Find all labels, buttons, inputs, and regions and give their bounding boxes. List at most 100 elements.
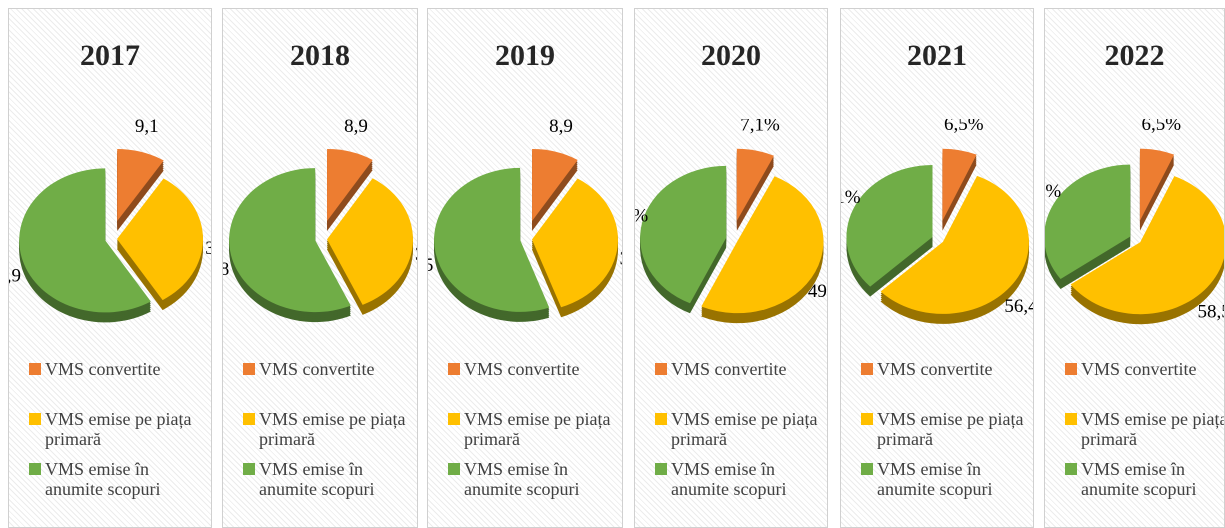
- legend-entry: VMS emise pe piața primară: [861, 409, 1031, 449]
- legend-entry: VMS convertite: [243, 359, 413, 399]
- legend-swatch: [243, 463, 255, 475]
- legend-entry: VMS emise în anumite scopuri: [1065, 459, 1224, 499]
- legend-swatch: [1065, 363, 1077, 375]
- legend: VMS convertite VMS emise pe piața primară…: [29, 359, 199, 509]
- legend-label: VMS convertite: [259, 359, 375, 379]
- legend: VMS convertite VMS emise pe piața primară…: [243, 359, 413, 509]
- data-label: 8,9: [344, 119, 368, 137]
- legend-label: VMS emise în anumite scopuri: [464, 459, 580, 499]
- legend-label: VMS emise în anumite scopuri: [671, 459, 787, 499]
- slice: [736, 148, 774, 221]
- page: {"chart_data": [ {"type": "pie", "title"…: [8, 8, 1225, 528]
- pie-chart: 6,5% 56,4% 37,1%: [841, 119, 1034, 324]
- data-label: 7,1%: [740, 119, 780, 135]
- legend-entry: VMS emise în anumite scopuri: [655, 459, 825, 499]
- data-label: 6,5%: [1141, 119, 1181, 135]
- legend: VMS convertite VMS emise pe piața primară…: [655, 359, 825, 509]
- data-label: 37,1%: [841, 187, 861, 208]
- legend: VMS convertite VMS emise pe piața primară…: [1065, 359, 1225, 509]
- legend-swatch: [1065, 413, 1077, 425]
- slice: [229, 168, 351, 313]
- legend-entry: VMS emise în anumite scopuri: [243, 459, 413, 499]
- legend-label: VMS convertite: [877, 359, 993, 379]
- legend-entry: VMS emise pe piața primară: [243, 409, 413, 449]
- slice: [326, 178, 413, 305]
- legend-swatch: [29, 363, 41, 375]
- slice: [701, 176, 824, 314]
- chart-title: 2022: [1104, 39, 1165, 72]
- legend-label: VMS convertite: [45, 359, 161, 379]
- legend-entry: VMS emise în anumite scopuri: [448, 459, 618, 499]
- slice: [434, 167, 550, 312]
- legend-label: VMS emise în anumite scopuri: [45, 459, 161, 499]
- legend-swatch: [29, 463, 41, 475]
- legend-swatch: [655, 463, 667, 475]
- legend-swatch: [861, 363, 873, 375]
- chart-panel: 2017 9,1 32,0 58,9 VMS convertite VMS emise p…: [8, 8, 212, 528]
- slice: [19, 168, 151, 313]
- legend-swatch: [1065, 463, 1077, 475]
- chart-title: 2018: [290, 39, 350, 72]
- legend-entry: VMS convertite: [655, 359, 825, 399]
- legend-swatch: [448, 363, 460, 375]
- legend-label: VMS emise în anumite scopuri: [877, 459, 993, 499]
- legend-label: VMS convertite: [671, 359, 787, 379]
- data-label: 58,9: [9, 266, 21, 287]
- legend-label: VMS emise pe piața primară: [671, 409, 818, 449]
- legend-swatch: [29, 413, 41, 425]
- slice: [1045, 164, 1131, 280]
- data-label: 58,5%: [1198, 301, 1225, 322]
- legend-entry: VMS convertite: [29, 359, 199, 399]
- legend: VMS convertite VMS emise pe piața primară…: [861, 359, 1031, 509]
- legend-label: VMS emise pe piața primară: [259, 409, 406, 449]
- slice: [640, 165, 727, 304]
- slice: [1070, 176, 1224, 315]
- legend-entry: VMS emise în anumite scopuri: [861, 459, 1031, 499]
- chart-panel: 2018 8,9 34,3 56,8 VMS convertite VMS emise p…: [222, 8, 418, 528]
- data-label: 6,5%: [944, 119, 984, 135]
- slice: [880, 175, 1029, 314]
- chart-title: 2021: [907, 39, 967, 72]
- data-label: 35,6: [620, 248, 623, 269]
- data-label: 49,8%: [808, 281, 828, 302]
- data-label: 56,4%: [1004, 296, 1034, 317]
- pie-chart: 6,5% 58,5% 35,0%: [1045, 119, 1225, 325]
- data-label: 35,0%: [1045, 181, 1061, 202]
- legend-entry: VMS emise pe piața primară: [655, 409, 825, 449]
- slice: [327, 149, 373, 222]
- slice: [116, 178, 203, 301]
- chart-title: 2019: [495, 39, 555, 72]
- legend-label: VMS emise în anumite scopuri: [259, 459, 375, 499]
- chart-panel: 2021 6,5% 56,4% 37,1% VMS convertite VMS emis…: [840, 8, 1034, 528]
- data-label: 55,5: [428, 255, 433, 276]
- data-label: 56,8: [223, 259, 229, 280]
- legend-label: VMS emise pe piața primară: [877, 409, 1024, 449]
- pie-chart: 7,1% 49,8% 43,1%: [635, 119, 828, 324]
- data-label: 9,1: [135, 119, 159, 137]
- legend-swatch: [448, 463, 460, 475]
- legend-swatch: [861, 463, 873, 475]
- slice: [117, 149, 164, 222]
- pie-chart: 8,9 35,6 55,5: [428, 119, 623, 322]
- legend-label: VMS emise în anumite scopuri: [1081, 459, 1197, 499]
- legend-label: VMS emise pe piața primară: [45, 409, 192, 449]
- legend-swatch: [655, 363, 667, 375]
- legend-label: VMS emise pe piața primară: [1081, 409, 1225, 449]
- data-label: 34,3: [415, 244, 418, 265]
- legend-entry: VMS convertite: [861, 359, 1031, 399]
- legend-swatch: [448, 413, 460, 425]
- chart-title: 2017: [80, 39, 140, 72]
- data-label: 8,9: [549, 119, 573, 137]
- legend: VMS convertite VMS emise pe piața primară…: [448, 359, 618, 509]
- chart-title: 2020: [701, 39, 761, 72]
- legend-entry: VMS emise în anumite scopuri: [29, 459, 199, 499]
- legend-label: VMS convertite: [1081, 359, 1197, 379]
- slice: [846, 164, 933, 287]
- legend-entry: VMS emise pe piața primară: [448, 409, 618, 449]
- legend-swatch: [655, 413, 667, 425]
- pie-chart: 8,9 34,3 56,8: [223, 119, 418, 323]
- chart-panel: 2020 7,1% 49,8% 43,1% VMS convertite VMS emis…: [634, 8, 828, 528]
- legend-swatch: [243, 413, 255, 425]
- legend-entry: VMS emise pe piața primară: [1065, 409, 1225, 449]
- slice: [1139, 148, 1175, 221]
